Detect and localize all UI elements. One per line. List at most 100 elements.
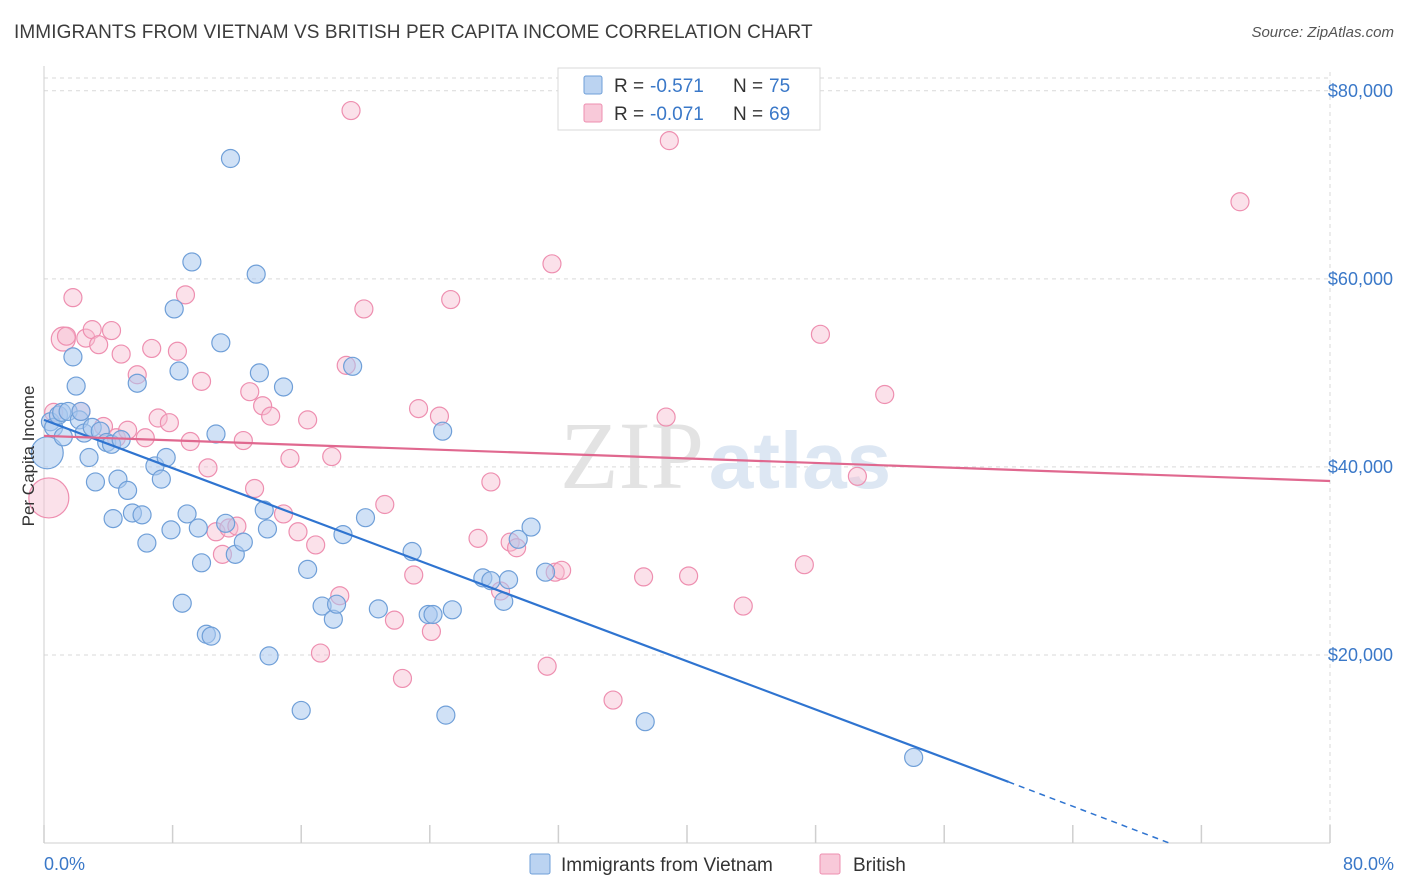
stats-n-value: 69 xyxy=(769,104,790,125)
vietnam-point xyxy=(291,700,311,721)
british-point xyxy=(142,338,162,359)
british-point xyxy=(288,522,308,542)
british-point xyxy=(875,384,895,405)
stats-r-value: -0.571 xyxy=(650,76,704,97)
stats-n-value: 75 xyxy=(769,76,790,97)
british-point xyxy=(63,288,83,308)
y-tick-label: $60,000 xyxy=(1328,269,1393,289)
legend-label-british: British xyxy=(853,855,906,876)
british-point xyxy=(468,528,488,548)
vietnam-point xyxy=(904,747,924,768)
vietnam-point xyxy=(137,533,157,553)
british-point xyxy=(354,299,374,319)
vietnam-point xyxy=(71,401,91,422)
british-point xyxy=(111,344,131,364)
british-point xyxy=(253,396,273,416)
british-point xyxy=(408,399,429,419)
legend-swatch-british xyxy=(819,853,841,875)
vietnam-point xyxy=(233,532,253,552)
vietnam-point xyxy=(66,376,86,396)
british-point xyxy=(441,289,461,310)
british-point xyxy=(481,472,501,492)
british-point xyxy=(341,100,361,121)
british-point xyxy=(148,408,168,428)
british-point xyxy=(375,494,395,515)
vietnam-point xyxy=(216,513,236,533)
source-label: Source: ZipAtlas.com xyxy=(1251,24,1394,41)
y-tick-label: $80,000 xyxy=(1328,81,1393,101)
british-point xyxy=(847,466,867,486)
british-point xyxy=(322,446,342,467)
vietnam-point xyxy=(85,472,106,492)
british-point xyxy=(167,341,188,361)
british-point xyxy=(233,430,253,451)
legend-swatch-vietnam xyxy=(529,853,551,875)
british-point xyxy=(56,326,77,346)
british-point xyxy=(28,477,70,519)
vietnam-point xyxy=(535,562,556,582)
vietnam-point xyxy=(211,333,231,353)
stats-n-label: N = xyxy=(733,104,763,125)
y-tick-label: $40,000 xyxy=(1328,457,1393,477)
british-point xyxy=(135,428,155,448)
x-tick-label: 0.0% xyxy=(44,854,85,874)
legend: Immigrants from Vietnam British xyxy=(529,853,906,876)
vietnam-point xyxy=(635,712,655,732)
british-point xyxy=(244,478,265,499)
stats-n-label: N = xyxy=(733,76,763,97)
vietnam-point xyxy=(63,347,83,367)
vietnam-point xyxy=(164,299,184,319)
vietnam-point xyxy=(246,264,266,284)
british-point xyxy=(310,643,331,663)
british-point xyxy=(89,335,109,355)
vietnam-trend-line xyxy=(43,418,1009,783)
vietnam-point xyxy=(343,356,363,376)
british-point xyxy=(603,690,623,710)
british-point xyxy=(240,382,260,402)
stats-r-label: R = xyxy=(614,76,644,97)
vietnam-point xyxy=(172,593,192,613)
vietnam-point xyxy=(498,570,519,590)
stats-box: R = -0.571 N = 75 R = -0.071 N = 69 xyxy=(557,67,821,131)
british-point xyxy=(633,567,654,587)
british-point xyxy=(679,566,699,586)
vietnam-point xyxy=(326,594,347,614)
vietnam-point xyxy=(169,361,189,381)
stats-r-value: -0.071 xyxy=(650,104,704,125)
british-point xyxy=(392,668,413,689)
british-point xyxy=(537,656,557,676)
x-tick-label: 80.0% xyxy=(1343,854,1394,874)
y-tick-labels: $20,000 $40,000 $60,000 $80,000 xyxy=(1328,81,1393,665)
british-point xyxy=(656,407,676,427)
vietnam-point xyxy=(182,252,202,272)
y-axis-label: Per Capita Income xyxy=(19,386,38,527)
vietnam-point xyxy=(521,517,541,537)
british-trend-line xyxy=(43,434,1331,483)
british-point xyxy=(542,254,562,274)
vietnam-point xyxy=(151,469,171,489)
vietnam-points xyxy=(30,148,924,768)
british-point xyxy=(384,610,405,630)
vietnam-point xyxy=(249,363,270,383)
vietnam-point xyxy=(257,519,278,539)
british-point xyxy=(280,448,300,469)
british-point xyxy=(198,458,218,478)
british-point xyxy=(298,410,318,430)
trend-lines xyxy=(43,418,1331,844)
vietnam-point xyxy=(177,504,197,524)
british-point xyxy=(404,565,424,585)
british-point xyxy=(659,131,679,151)
british-point xyxy=(733,596,753,616)
vietnam-point xyxy=(132,505,152,525)
vietnam-point xyxy=(79,447,99,468)
stats-swatch-vietnam xyxy=(583,75,603,95)
y-tick-label: $20,000 xyxy=(1328,645,1393,665)
stats-swatch-british xyxy=(583,103,603,123)
vietnam-point xyxy=(298,559,318,579)
vietnam-point xyxy=(423,604,443,625)
vietnam-point xyxy=(206,424,226,444)
british-point xyxy=(101,320,122,341)
vietnam-point xyxy=(368,599,388,619)
vietnam-point xyxy=(259,646,279,666)
